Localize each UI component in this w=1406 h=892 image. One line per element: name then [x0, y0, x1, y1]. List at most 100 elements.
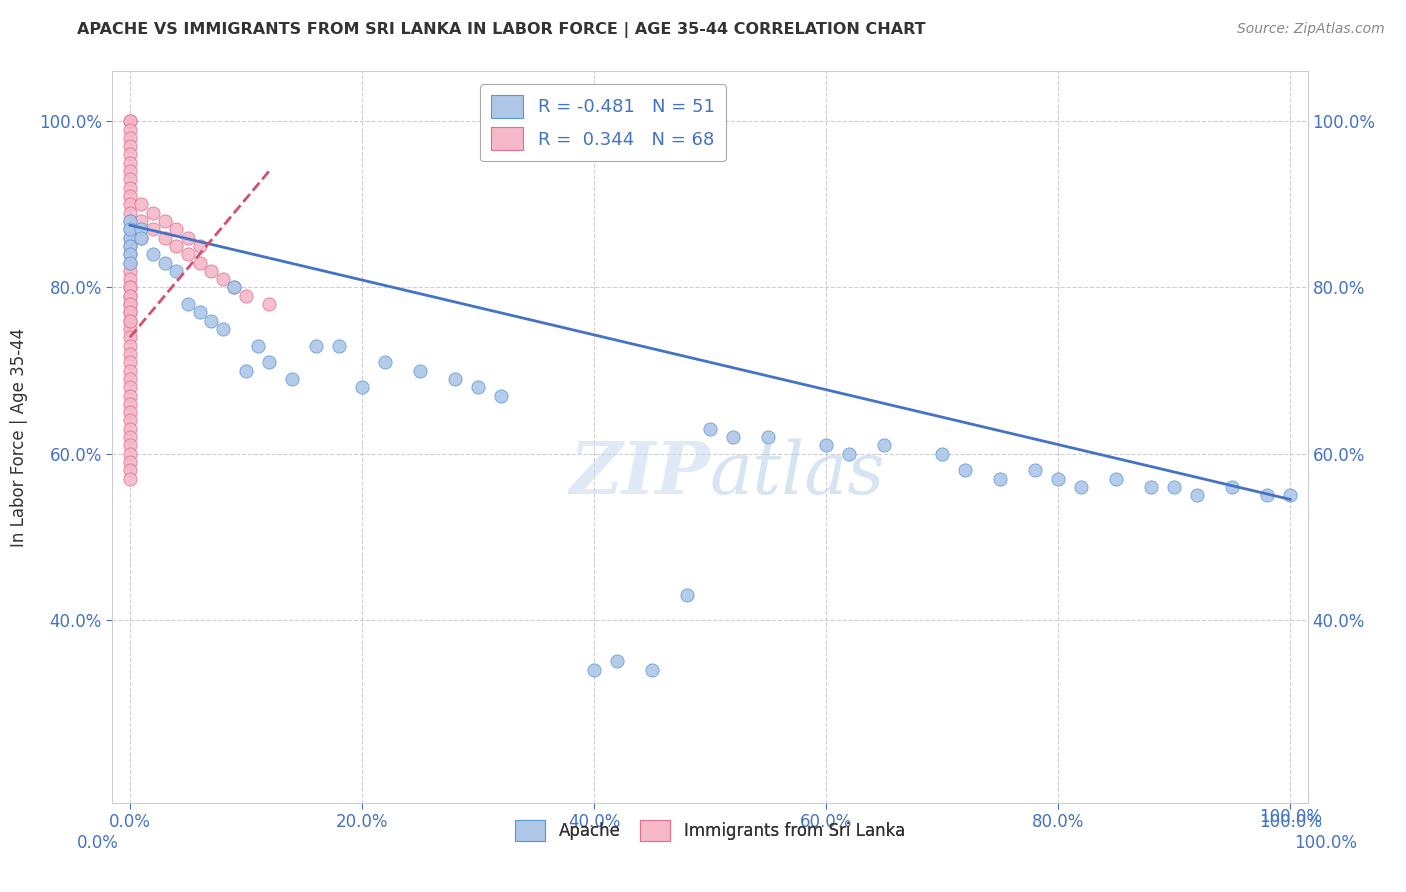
Point — [118, 430, 141, 444]
Point — [118, 239, 141, 253]
Point — [118, 463, 141, 477]
Point — [350, 380, 373, 394]
Point — [118, 314, 141, 328]
Text: APACHE VS IMMIGRANTS FROM SRI LANKA IN LABOR FORCE | AGE 35-44 CORRELATION CHART: APACHE VS IMMIGRANTS FROM SRI LANKA IN L… — [77, 22, 927, 38]
Point — [177, 297, 200, 311]
Point — [118, 347, 141, 361]
Point — [118, 305, 141, 319]
Point — [118, 338, 141, 352]
Point — [142, 222, 165, 236]
Point — [118, 272, 141, 286]
Point — [1070, 480, 1092, 494]
Point — [118, 264, 141, 278]
Point — [118, 122, 141, 136]
Text: Source: ZipAtlas.com: Source: ZipAtlas.com — [1237, 22, 1385, 37]
Point — [675, 588, 697, 602]
Point — [257, 355, 280, 369]
Point — [153, 214, 176, 228]
Point — [118, 372, 141, 386]
Point — [118, 289, 141, 303]
Point — [235, 289, 257, 303]
Point — [118, 180, 141, 194]
Point — [1256, 488, 1278, 502]
Y-axis label: In Labor Force | Age 35-44: In Labor Force | Age 35-44 — [10, 327, 28, 547]
Point — [1163, 480, 1185, 494]
Point — [118, 222, 141, 236]
Point — [304, 338, 326, 352]
Point — [118, 455, 141, 469]
Point — [328, 338, 350, 352]
Point — [815, 438, 838, 452]
Point — [118, 255, 141, 269]
Point — [131, 230, 153, 244]
Point — [641, 663, 664, 677]
Point — [756, 430, 779, 444]
Point — [118, 222, 141, 236]
Point — [177, 230, 200, 244]
Point — [118, 230, 141, 244]
Point — [118, 239, 141, 253]
Point — [118, 139, 141, 153]
Point — [142, 247, 165, 261]
Point — [873, 438, 896, 452]
Text: atlas: atlas — [710, 438, 886, 509]
Point — [409, 363, 432, 377]
Point — [988, 472, 1011, 486]
Point — [165, 239, 187, 253]
Point — [118, 247, 141, 261]
Point — [118, 413, 141, 427]
Point — [165, 264, 187, 278]
Point — [118, 114, 141, 128]
Point — [606, 655, 628, 669]
Point — [1047, 472, 1070, 486]
Point — [118, 189, 141, 203]
Point — [1279, 488, 1302, 502]
Point — [118, 205, 141, 219]
Point — [211, 272, 233, 286]
Point — [118, 438, 141, 452]
Point — [489, 388, 512, 402]
Point — [118, 247, 141, 261]
Point — [118, 156, 141, 170]
Point — [118, 214, 141, 228]
Point — [281, 372, 304, 386]
Point — [582, 663, 605, 677]
Point — [118, 280, 141, 294]
Point — [118, 297, 141, 311]
Point — [118, 380, 141, 394]
Point — [118, 322, 141, 336]
Point — [1024, 463, 1046, 477]
Point — [931, 447, 953, 461]
Point — [118, 280, 141, 294]
Point — [188, 255, 211, 269]
Point — [118, 355, 141, 369]
Point — [131, 230, 153, 244]
Point — [246, 338, 269, 352]
Point — [165, 222, 187, 236]
Point — [1220, 480, 1243, 494]
Point — [118, 305, 141, 319]
Point — [118, 214, 141, 228]
Legend: Apache, Immigrants from Sri Lanka: Apache, Immigrants from Sri Lanka — [506, 811, 914, 849]
Point — [235, 363, 257, 377]
Text: 0.0%: 0.0% — [77, 834, 120, 852]
Point — [118, 314, 141, 328]
Point — [118, 447, 141, 461]
Point — [188, 305, 211, 319]
Point — [955, 463, 977, 477]
Point — [838, 447, 860, 461]
Point — [200, 264, 222, 278]
Point — [118, 172, 141, 186]
Point — [153, 230, 176, 244]
Point — [118, 197, 141, 211]
Point — [118, 114, 141, 128]
Point — [118, 472, 141, 486]
Point — [224, 280, 246, 294]
Point — [118, 363, 141, 377]
Point — [131, 214, 153, 228]
Point — [118, 289, 141, 303]
Point — [188, 239, 211, 253]
Point — [118, 230, 141, 244]
Point — [118, 147, 141, 161]
Point — [118, 388, 141, 402]
